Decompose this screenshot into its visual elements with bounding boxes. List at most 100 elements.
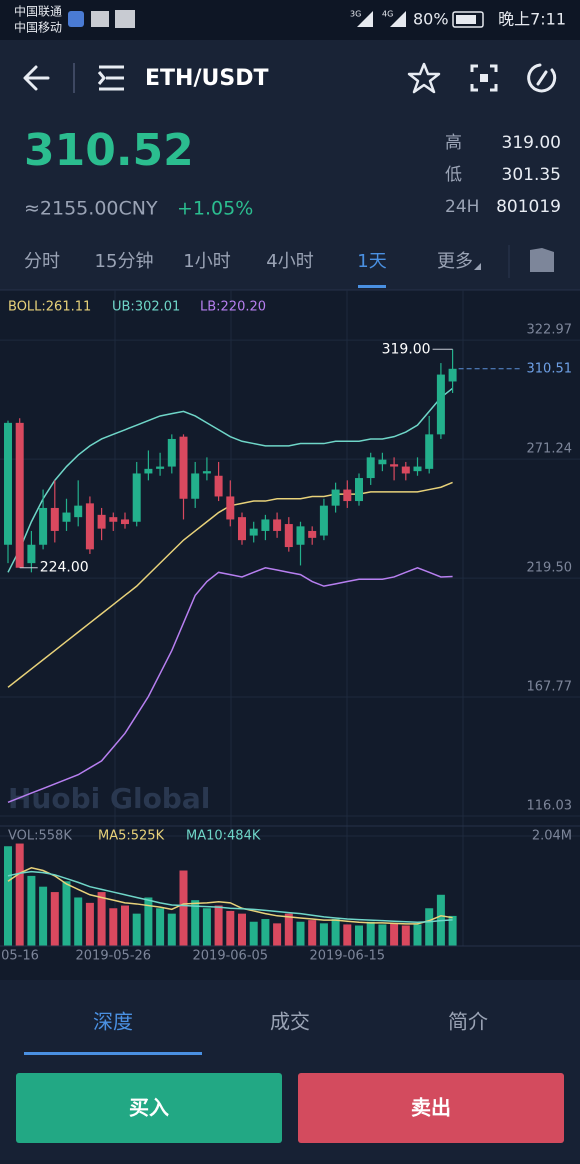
volume-bar (74, 897, 83, 946)
candle-body (273, 519, 282, 531)
candle-body (85, 503, 94, 550)
menu-button[interactable] (97, 65, 124, 91)
volume-indicator: MA10:484K (186, 829, 261, 844)
volume-bar (202, 908, 211, 946)
volume-bar (390, 923, 399, 946)
volume-bar (226, 910, 235, 946)
volume-bar (27, 875, 36, 946)
interval-tab[interactable]: 15分钟 (95, 251, 154, 272)
x-tick-label: 2019-05-26 (76, 949, 152, 964)
share-button[interactable] (527, 63, 557, 93)
interval-tab[interactable]: 分时 (24, 251, 60, 272)
volume-bar (121, 905, 129, 946)
candle-body (331, 489, 340, 506)
indicator-label: BOLL:261.11 (8, 300, 91, 315)
volume-bar (109, 908, 118, 946)
volume-ma-line (7, 870, 453, 924)
candle-body (261, 519, 270, 531)
candle-body (132, 473, 141, 522)
candle-body (284, 524, 293, 548)
candle-body (296, 526, 305, 545)
interval-tab[interactable]: 1小时 (183, 251, 230, 272)
volume-bar (50, 892, 59, 946)
candle-body (378, 459, 387, 465)
volume-bar (378, 924, 387, 946)
volume-bar (39, 886, 48, 946)
stat-label: 低 (445, 165, 462, 185)
volume-bar (355, 925, 363, 946)
volume-tick-label: 2.04M (532, 829, 572, 844)
volume-bar (331, 919, 340, 946)
boll-line (7, 387, 454, 573)
candle-body (366, 457, 375, 479)
settings-button[interactable] (530, 248, 554, 272)
interval-tabs: 分时 15分钟 1小时 4小时 1天 更多 (24, 251, 473, 288)
volume-bar (214, 905, 223, 946)
candle-body (74, 505, 83, 518)
scan-button[interactable] (470, 64, 498, 92)
volume-bar (144, 897, 153, 946)
candle-body (401, 466, 410, 474)
volume-bar (448, 915, 457, 946)
y-tick-label: 116.03 (527, 799, 573, 814)
stat-value: 301.35 (502, 165, 561, 185)
stat-value: 319.00 (502, 133, 561, 153)
interval-tab[interactable]: 1天 (357, 251, 386, 272)
favorite-button[interactable] (407, 62, 441, 94)
x-tick-label: 05-16 (1, 949, 39, 964)
candle-body (191, 473, 200, 499)
app-icon (91, 11, 109, 27)
status-bar (0, 0, 580, 40)
battery-fill (456, 15, 476, 24)
candle-body (249, 528, 258, 536)
clock: 晚上7:11 (498, 10, 566, 29)
cny-price: ≈2155.00CNY (24, 198, 158, 220)
back-button[interactable] (23, 65, 50, 91)
boll-line (7, 566, 453, 804)
pair-title: ETH/USDT (145, 66, 268, 91)
last-price: 310.52 (24, 125, 194, 176)
volume-bar (132, 913, 141, 946)
volume-bar (97, 892, 106, 946)
volume-ma-line (7, 867, 453, 925)
candle-body (343, 489, 352, 502)
candle-body (238, 517, 246, 541)
candle-body (413, 466, 422, 472)
y-tick-label: 322.97 (527, 323, 573, 338)
buy-button[interactable] (16, 1073, 282, 1143)
carrier: 中国联通 (14, 4, 62, 19)
stat-label: 高 (445, 133, 462, 153)
volume-bar (15, 843, 24, 946)
scan-dot (480, 74, 488, 82)
candle-body (39, 507, 48, 545)
y-tick-label: 219.50 (527, 561, 573, 576)
sell-label: 卖出 (411, 1096, 451, 1120)
interval-tab[interactable]: 更多 (437, 251, 473, 272)
min-label: 224.00 (40, 560, 89, 576)
volume-bar (343, 924, 352, 946)
candle-body (121, 519, 129, 525)
bottom-tab[interactable]: 成交 (270, 1010, 310, 1034)
volume-bar (249, 921, 258, 946)
chart-area (0, 290, 580, 980)
sell-button[interactable] (298, 1073, 564, 1143)
candle-body (4, 422, 12, 545)
interval-tab[interactable]: 4小时 (266, 251, 313, 272)
indicator-label: UB:302.01 (112, 300, 180, 315)
volume-indicator: VOL:558K (8, 829, 72, 844)
volume-bar (261, 919, 270, 946)
volume-bar (413, 924, 422, 946)
stat-label: 24H (445, 197, 479, 217)
candle-body (15, 422, 24, 568)
watermark: Huobi Global (8, 782, 210, 815)
volume-bar (284, 913, 293, 946)
signal-icon (357, 11, 406, 27)
volume-bar (238, 913, 246, 946)
volume-bar (425, 908, 434, 946)
volume-bar (179, 870, 188, 946)
bottom-tab[interactable]: 简介 (448, 1010, 488, 1034)
bottom-tab[interactable]: 深度 (93, 1010, 133, 1034)
candle-body (62, 512, 71, 522)
indicator-label: LB:220.20 (200, 300, 266, 315)
volume-bar (4, 846, 12, 946)
